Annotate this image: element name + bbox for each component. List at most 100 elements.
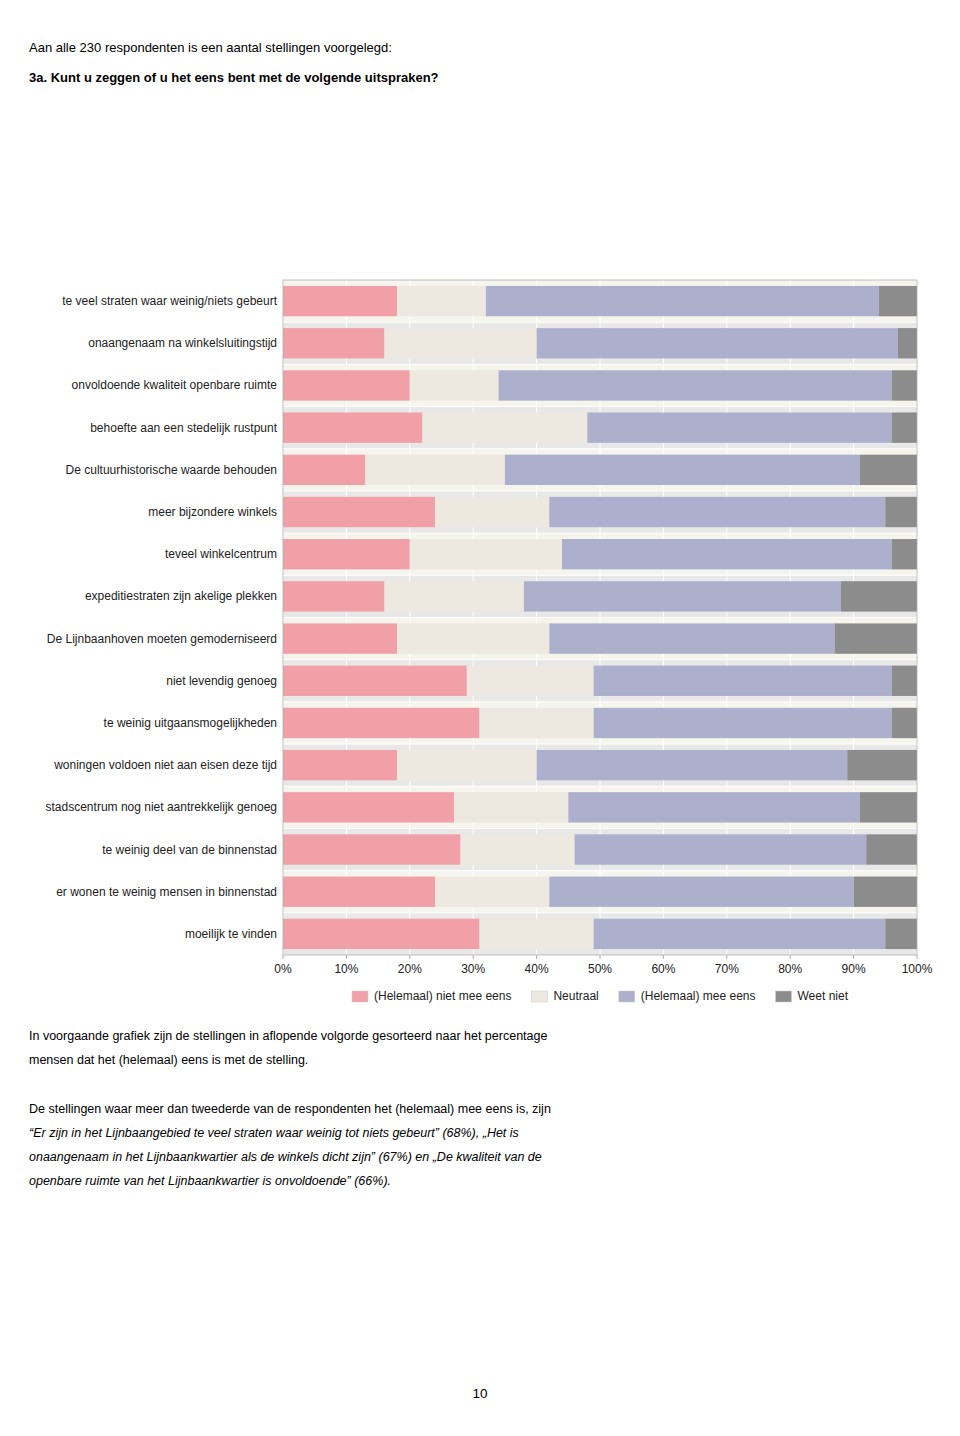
tick-mark	[790, 955, 791, 959]
bars	[283, 286, 917, 949]
row-stripe	[283, 871, 917, 913]
tick-label: 80%	[778, 962, 802, 976]
tick-mark	[600, 955, 601, 959]
footer-text: openbare ruimte van het Lijnbaankwartier…	[29, 1174, 391, 1188]
plot-background	[283, 280, 917, 955]
bar-segment	[480, 708, 594, 738]
tick-label: 60%	[651, 962, 675, 976]
footer: In voorgaande grafiek zijn de stellingen…	[29, 1029, 551, 1401]
page-background	[0, 0, 960, 1436]
row-stripe	[283, 618, 917, 660]
bar-segment	[841, 581, 917, 611]
bar-segment	[549, 877, 853, 907]
bar-segment	[435, 877, 549, 907]
bar-segment	[537, 750, 848, 780]
category-label: De cultuurhistorische waarde behouden	[66, 463, 277, 477]
tick-label: 40%	[525, 962, 549, 976]
bar-segment	[461, 834, 575, 864]
bar-segment	[575, 834, 867, 864]
row-separator	[283, 828, 917, 829]
category-label: moeilijk te vinden	[185, 927, 277, 941]
footer-text: mensen dat het (helemaal) eens is met de…	[29, 1053, 308, 1067]
bar-segment	[283, 792, 454, 822]
bar-segment	[860, 792, 917, 822]
row-separator	[283, 490, 917, 491]
subtitle: 3a. Kunt u zeggen of u het eens bent met…	[29, 70, 439, 85]
row-stripe	[283, 407, 917, 449]
bar-segment	[892, 539, 917, 569]
row-separator	[283, 406, 917, 407]
bar-segment	[854, 877, 917, 907]
tick-mark	[536, 955, 537, 959]
category-label: meer bijzondere winkels	[148, 505, 277, 519]
bar-segment	[283, 877, 435, 907]
bar-segment	[283, 328, 384, 358]
bar-segment	[885, 919, 917, 949]
legend: (Helemaal) niet mee eensNeutraal(Helemaa…	[352, 989, 849, 1003]
y-axis: te veel straten waar weinig/niets gebeur…	[46, 294, 278, 941]
category-label: woningen voldoen niet aan eisen deze tij…	[53, 758, 277, 772]
title: Aan alle 230 respondenten is een aantal …	[29, 40, 392, 55]
tick-mark	[726, 955, 727, 959]
category-label: niet levendig genoeg	[166, 674, 277, 688]
row-stripe	[283, 702, 917, 744]
bar-segment	[283, 581, 384, 611]
bar-segment	[898, 328, 917, 358]
row-separator	[283, 364, 917, 365]
row-separator	[283, 744, 917, 745]
bar-segment	[384, 328, 536, 358]
bar-segment	[587, 412, 891, 442]
bar-segment	[397, 286, 486, 316]
page: Aan alle 230 respondenten is een aantal …	[0, 0, 960, 1436]
legend-label: Weet niet	[798, 989, 849, 1003]
category-label: te weinig uitgaansmogelijkheden	[104, 716, 277, 730]
bar-segment	[283, 286, 397, 316]
grid	[283, 280, 917, 955]
bar-segment	[397, 750, 536, 780]
bar-segment	[283, 834, 461, 864]
legend-swatch	[352, 991, 368, 1002]
bar-segment	[283, 919, 480, 949]
legend-item: (Helemaal) niet mee eens	[352, 989, 511, 1003]
row-stripe	[283, 364, 917, 406]
row-separator	[283, 322, 917, 323]
bar-segment	[835, 623, 917, 653]
bar-segment	[410, 539, 562, 569]
row-separator	[283, 786, 917, 787]
bar-segment	[866, 834, 917, 864]
bar-segment	[283, 370, 410, 400]
row-stripe	[283, 660, 917, 702]
category-label: De Lijnbaanhoven moeten gemoderniseerd	[47, 632, 277, 646]
bar-segment	[892, 666, 917, 696]
x-axis: 0%10%20%30%40%50%60%70%80%90%100%	[274, 955, 932, 976]
bar-segment	[499, 370, 892, 400]
bar-segment	[283, 623, 397, 653]
bar-segment	[879, 286, 917, 316]
tick-label: 50%	[588, 962, 612, 976]
bar-segment	[435, 497, 549, 527]
row-separator	[283, 659, 917, 660]
bar-segment	[454, 792, 568, 822]
row-separator	[283, 448, 917, 449]
row-stripe	[283, 913, 917, 955]
tick-label: 0%	[274, 962, 292, 976]
tick-mark	[663, 955, 664, 959]
category-label: expeditiestraten zijn akelige plekken	[85, 589, 277, 603]
bar-segment	[486, 286, 879, 316]
category-label: er wonen te weinig mensen in binnenstad	[56, 885, 277, 899]
bar-segment	[283, 750, 397, 780]
tick-label: 90%	[842, 962, 866, 976]
footer-text: De stellingen waar meer dan tweederde va…	[29, 1102, 551, 1116]
plot-frame	[283, 280, 917, 955]
tick-label: 30%	[461, 962, 485, 976]
bar-segment	[892, 412, 917, 442]
bar-segment	[549, 497, 885, 527]
bar-segment	[892, 370, 917, 400]
bar-segment	[860, 455, 917, 485]
row-separator	[283, 701, 917, 702]
legend-item: Neutraal	[531, 989, 598, 1003]
page-number: 10	[472, 1386, 487, 1401]
bar-segment	[568, 792, 860, 822]
bar-segment	[594, 919, 886, 949]
bar-segment	[467, 666, 594, 696]
